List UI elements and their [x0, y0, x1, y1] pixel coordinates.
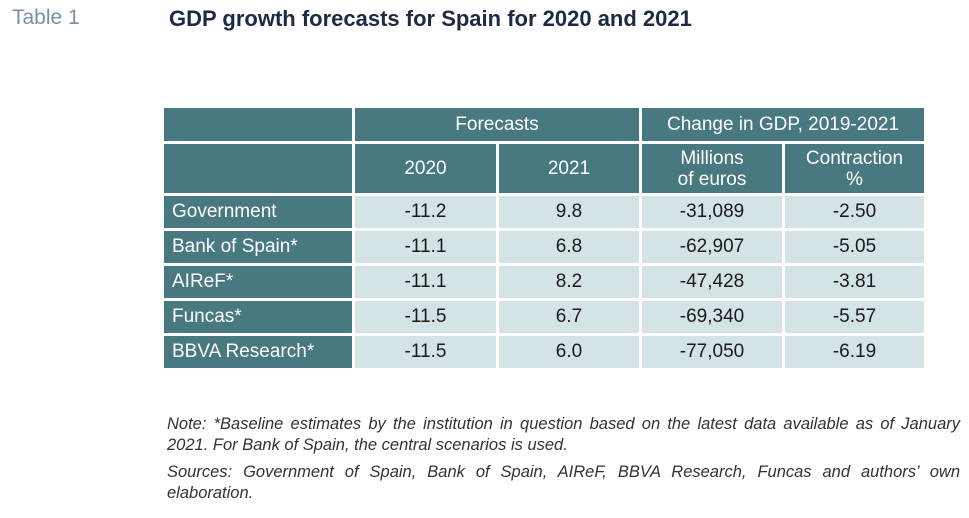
- cell-2021: 8.2: [499, 266, 639, 298]
- cell-2021: 6.7: [499, 301, 639, 333]
- table-row: AIReF* -11.1 8.2 -47,428 -3.81: [164, 266, 924, 298]
- table-notes: Note: *Baseline estimates by the institu…: [167, 414, 960, 510]
- row-label: AIReF*: [164, 266, 352, 298]
- cell-millions: -77,050: [642, 336, 782, 368]
- header-empty-top: [164, 108, 352, 141]
- cell-contraction: -5.05: [785, 231, 924, 263]
- row-label: Funcas*: [164, 301, 352, 333]
- cell-contraction: -2.50: [785, 196, 924, 228]
- header-row-groups: Forecasts Change in GDP, 2019-2021: [164, 108, 924, 141]
- cell-2020: -11.5: [355, 336, 496, 368]
- page-title: GDP growth forecasts for Spain for 2020 …: [169, 6, 692, 31]
- table-row: BBVA Research* -11.5 6.0 -77,050 -6.19: [164, 336, 924, 368]
- table-row: Government -11.2 9.8 -31,089 -2.50: [164, 196, 924, 228]
- cell-contraction: -5.57: [785, 301, 924, 333]
- cell-contraction: -6.19: [785, 336, 924, 368]
- header-millions-line2: of euros: [677, 168, 747, 190]
- table-row: Funcas* -11.5 6.7 -69,340 -5.57: [164, 301, 924, 333]
- gdp-forecast-table: Forecasts Change in GDP, 2019-2021 2020 …: [161, 105, 927, 371]
- cell-contraction: -3.81: [785, 266, 924, 298]
- cell-millions: -62,907: [642, 231, 782, 263]
- cell-2021: 6.8: [499, 231, 639, 263]
- note-text: Note: *Baseline estimates by the institu…: [167, 415, 960, 454]
- header-millions: Millions of euros: [642, 144, 782, 193]
- header-contraction-line2: %: [846, 168, 863, 190]
- row-label: Bank of Spain*: [164, 231, 352, 263]
- header-millions-line1: Millions: [680, 147, 744, 169]
- table-row: Bank of Spain* -11.1 6.8 -62,907 -5.05: [164, 231, 924, 263]
- header-row-columns: 2020 2021 Millions of euros Contraction%: [164, 144, 924, 193]
- cell-2020: -11.1: [355, 266, 496, 298]
- sources-text: Sources: Government of Spain, Bank of Sp…: [167, 463, 960, 502]
- cell-2021: 9.8: [499, 196, 639, 228]
- row-label: Government: [164, 196, 352, 228]
- row-label: BBVA Research*: [164, 336, 352, 368]
- table-number-label: Table 1: [12, 6, 80, 29]
- header-2020: 2020: [355, 144, 496, 193]
- cell-2020: -11.1: [355, 231, 496, 263]
- header-contraction: Contraction%: [785, 144, 924, 193]
- cell-millions: -69,340: [642, 301, 782, 333]
- cell-millions: -31,089: [642, 196, 782, 228]
- cell-2020: -11.5: [355, 301, 496, 333]
- cell-millions: -47,428: [642, 266, 782, 298]
- cell-2021: 6.0: [499, 336, 639, 368]
- header-2021: 2021: [499, 144, 639, 193]
- header-forecasts-group: Forecasts: [355, 108, 639, 141]
- header-change-group: Change in GDP, 2019-2021: [642, 108, 924, 141]
- cell-2020: -11.2: [355, 196, 496, 228]
- header-empty-sub: [164, 144, 352, 193]
- header-contraction-line1: Contraction: [805, 147, 904, 169]
